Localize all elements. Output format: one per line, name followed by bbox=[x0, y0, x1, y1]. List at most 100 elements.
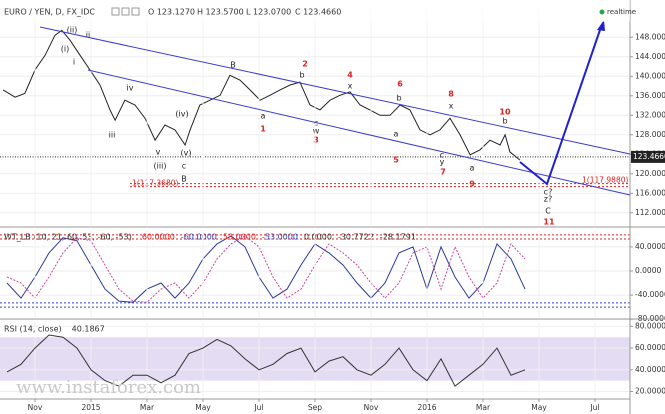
wave-label: 2 bbox=[302, 60, 308, 69]
indicator-readout: 40.1867 bbox=[72, 325, 105, 334]
wave-label: (i) bbox=[61, 45, 69, 54]
wave-label: a bbox=[470, 164, 475, 173]
wave-label: v bbox=[156, 148, 161, 157]
wave-label: 4 bbox=[347, 71, 353, 80]
y-tick-label: 60.0000 bbox=[635, 343, 665, 352]
indicator-readout: -28.1791 bbox=[380, 233, 416, 242]
wave-label: c bbox=[182, 162, 186, 171]
wave-label: 8 bbox=[448, 90, 454, 99]
x-tick-label: 2015 bbox=[81, 403, 100, 412]
ohlc-low: L 123.0700 bbox=[246, 8, 291, 17]
wave-label: (iv) bbox=[175, 110, 188, 119]
y-tick-label: 128.0000 bbox=[635, 130, 665, 139]
wave-label: x bbox=[449, 102, 454, 111]
header-icon[interactable] bbox=[131, 7, 140, 16]
y-tick-label: 136.0000 bbox=[635, 91, 665, 100]
watermark: www.instaforex.com bbox=[16, 377, 201, 398]
header-icon[interactable] bbox=[111, 7, 120, 16]
wave-label: b bbox=[299, 71, 304, 80]
wave-label: 3 bbox=[313, 136, 319, 145]
x-tick-label: Sep bbox=[308, 403, 322, 412]
x-tick-label: Jul bbox=[253, 403, 263, 412]
ohlc-close: C 123.4660 bbox=[295, 8, 341, 17]
wave-label: iii bbox=[109, 131, 116, 140]
series-line bbox=[6, 235, 526, 303]
indicator-title: WT_LB (10, 21, 60, 53, -60, -53) bbox=[4, 233, 132, 242]
y-tick-label: 80.0000 bbox=[635, 321, 665, 330]
wave-label: a bbox=[261, 112, 266, 121]
ohlc-high: H 123.5700 bbox=[197, 8, 244, 17]
indicator-readout: -30.7722 bbox=[338, 233, 374, 242]
indicator-title: RSI (14, close) bbox=[4, 325, 62, 334]
wave-label: 6 bbox=[397, 80, 403, 89]
y-tick-label: 112.0000 bbox=[635, 208, 665, 217]
header-icon[interactable] bbox=[121, 7, 130, 16]
wave-label: (ii) bbox=[67, 26, 78, 35]
x-tick-label: Mar bbox=[140, 403, 155, 412]
wave-label: B bbox=[181, 175, 187, 184]
y-tick-label: 148.0000 bbox=[635, 32, 665, 41]
symbol: EURO / YEN, D, FX_IDC bbox=[4, 8, 95, 17]
channel-upper bbox=[39, 26, 631, 155]
y-tick-label: -40.0000 bbox=[635, 290, 665, 299]
wave-label: b bbox=[502, 117, 507, 126]
header-bg bbox=[0, 0, 630, 22]
series-line bbox=[2, 29, 521, 161]
indicator-level: -53.0000 bbox=[262, 233, 298, 242]
x-tick-label: May bbox=[195, 403, 211, 412]
series-line bbox=[6, 334, 526, 387]
indicator-level: 53.0000 bbox=[223, 233, 256, 242]
x-tick-label: Nov bbox=[364, 403, 379, 412]
wave-label: x bbox=[348, 82, 353, 91]
wave-label: B bbox=[230, 61, 236, 70]
wave-label: a bbox=[394, 130, 399, 139]
last-price-box bbox=[631, 150, 665, 163]
wave-label: 7 bbox=[440, 168, 446, 177]
level-label: 1(117.3680) bbox=[132, 179, 178, 188]
channel-lower bbox=[87, 69, 631, 196]
wave-label: 11 bbox=[543, 218, 555, 227]
wave-label: 10 bbox=[499, 108, 511, 117]
wave-label: (v) bbox=[181, 149, 192, 158]
wave-label: w bbox=[313, 127, 320, 136]
y-tick-label: 140.0000 bbox=[635, 71, 665, 80]
y-tick-label: 116.0000 bbox=[635, 188, 665, 197]
projection-path bbox=[519, 26, 602, 186]
x-tick-label: Jul bbox=[589, 403, 599, 412]
wave-label: 1 bbox=[260, 125, 266, 134]
y-tick-label: 20.0000 bbox=[635, 386, 665, 395]
wave-label: i bbox=[73, 58, 75, 67]
projection-arrowhead bbox=[597, 20, 605, 31]
status: realtime bbox=[607, 8, 636, 16]
ohlc-open: O 123.1270 bbox=[148, 8, 195, 17]
y-tick-label: 144.0000 bbox=[635, 52, 665, 61]
indicator-level: -60.0000 bbox=[181, 233, 217, 242]
wave-label: (iii) bbox=[154, 162, 167, 171]
wave-label: 5 bbox=[393, 156, 399, 165]
wave-label: iv bbox=[127, 84, 134, 93]
wave-label: b bbox=[396, 94, 401, 103]
wave-label: 9 bbox=[469, 180, 475, 189]
y-tick-label: 132.0000 bbox=[635, 110, 665, 119]
wave-label: C bbox=[545, 207, 551, 216]
level-label: 1(117.9880) bbox=[582, 176, 628, 185]
indicator-level: 60.0000 bbox=[142, 233, 175, 242]
y-tick-label: 40.0000 bbox=[635, 242, 665, 251]
y-tick-label: 0.0000 bbox=[635, 266, 661, 275]
x-tick-label: Nov bbox=[28, 403, 43, 412]
panels: 112.0000116.0000120.0000124.0000128.0000… bbox=[0, 8, 665, 412]
wave-label: c bbox=[440, 151, 444, 160]
series-line bbox=[6, 235, 526, 303]
y-tick-label: 40.0000 bbox=[635, 365, 665, 374]
status-dot bbox=[599, 9, 605, 15]
x-tick-label: May bbox=[531, 403, 547, 412]
wave-label: ii bbox=[86, 31, 90, 40]
wave-label: y bbox=[440, 158, 445, 167]
wave-label: c? bbox=[544, 188, 553, 197]
x-tick-label: 2016 bbox=[417, 403, 436, 412]
indicator-readout: 0.0000 bbox=[304, 233, 332, 242]
last-price-label: 123.4660 bbox=[633, 152, 665, 161]
x-tick-label: Mar bbox=[476, 403, 491, 412]
y-tick-label: 120.0000 bbox=[635, 169, 665, 178]
